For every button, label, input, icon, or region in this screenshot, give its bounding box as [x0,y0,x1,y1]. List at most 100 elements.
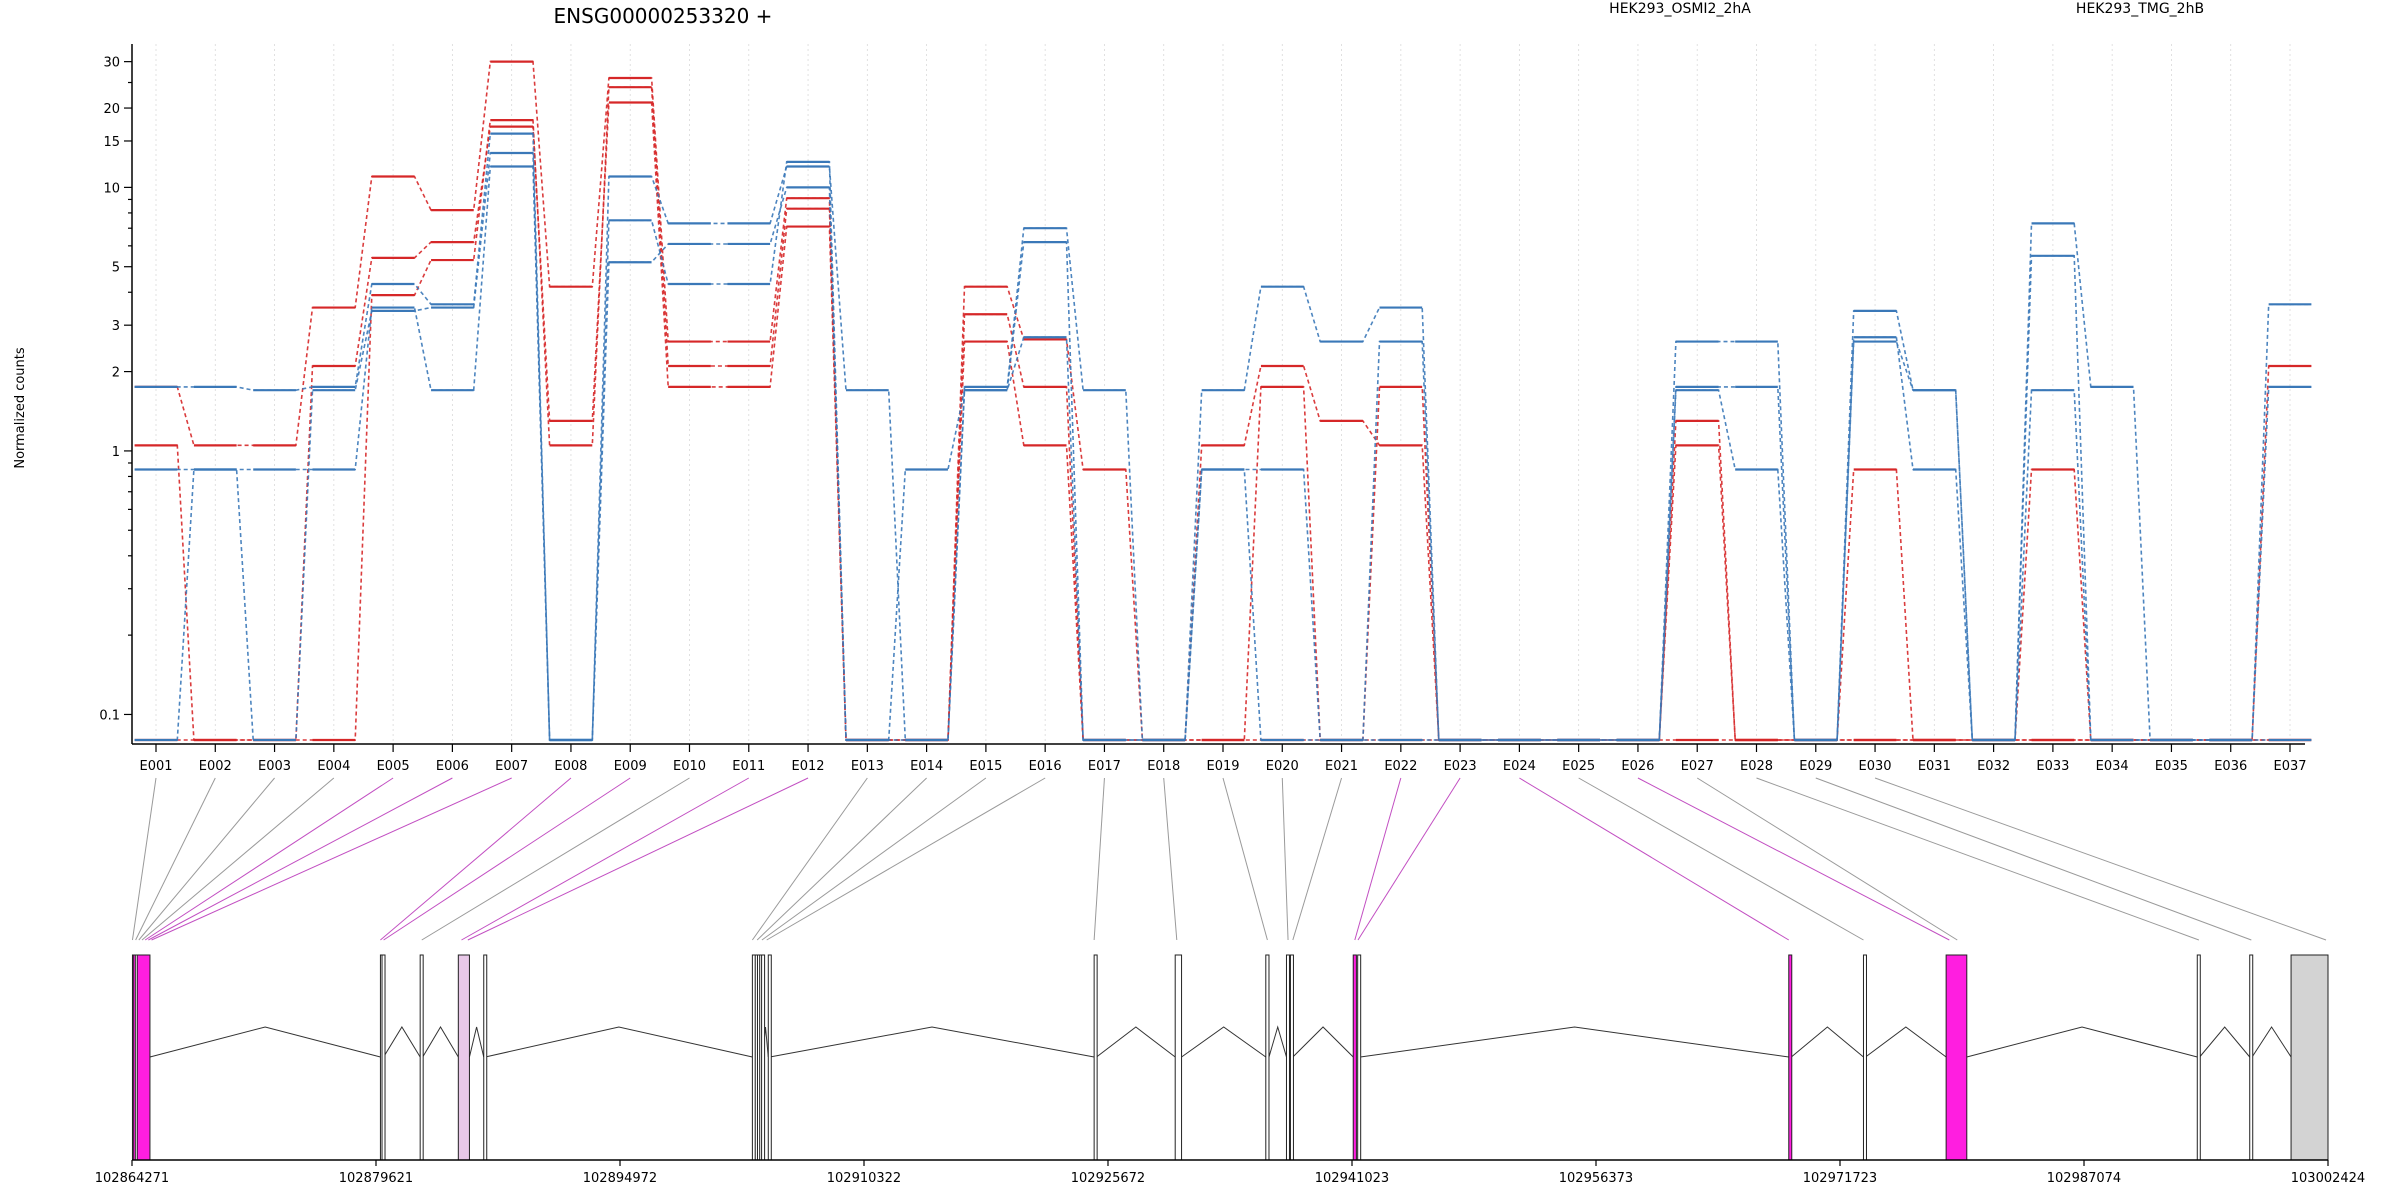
exon-box [767,954,772,1161]
connector-e023 [1357,777,1461,941]
connector-e004 [141,777,335,941]
series-5 [134,165,2312,742]
connector-e013 [751,777,868,941]
x-tick-label: E021 [1325,759,1358,774]
genomic-tick-label: 102894972 [583,1171,657,1186]
connector-e009 [383,777,631,941]
x-tick-label: E006 [436,759,469,774]
connector-e017 [1093,777,1105,941]
exon-box [1945,954,1968,1161]
connector-e018 [1163,777,1178,941]
connector-e001 [131,777,157,941]
x-tick-label: E005 [377,759,410,774]
x-tick-label: E014 [910,759,943,774]
exon-box [1788,954,1793,1161]
x-tick-label: E001 [139,759,172,774]
connector-e021 [1292,777,1343,941]
genomic-tick-label: 102971723 [1803,1171,1877,1186]
x-tick-label: E035 [2155,759,2188,774]
x-tick-label: E003 [258,759,291,774]
y-tick-label: 15 [103,135,120,150]
x-tick-label: E022 [1384,759,1417,774]
x-tick-label: E027 [1681,759,1714,774]
x-tick-label: E031 [1918,759,1951,774]
y-tick-label: 3 [112,319,120,334]
y-tick-label: 10 [103,181,120,196]
series-line [134,165,2312,741]
legend-entry-tmg: HEK293_TMG_2hB [2076,1,2204,17]
x-tick-label: E012 [792,759,825,774]
exon-box [1352,954,1357,1161]
chart-title: ENSG00000253320 + [554,4,773,28]
intron [422,1026,459,1058]
connector-e012 [467,777,809,941]
genomic-tick-label: 102956373 [1559,1171,1633,1186]
exon-box [457,954,470,1161]
connector-e008 [380,777,572,941]
exon-box [1862,954,1867,1161]
intron [1966,1026,2198,1058]
exon-box [483,954,488,1161]
intron [769,1026,1095,1058]
y-tick-label: 5 [112,261,120,276]
x-tick-label: E008 [554,759,587,774]
x-tick-label: E017 [1088,759,1121,774]
connector-e010 [421,777,690,941]
x-tick-label: E004 [317,759,350,774]
x-tick-label: E037 [2273,759,2306,774]
exon-box [1289,954,1294,1161]
x-tick-label: E019 [1206,759,1239,774]
connector-e006 [148,777,453,941]
genomic-coordinate-axis: 102864271 102879621 102894972 102910322 1029… [95,1159,2365,1186]
exon-connectors [131,777,2327,941]
exon-box [1093,954,1098,1161]
y-tick-label: 30 [103,56,120,71]
exon-box [381,954,386,1161]
x-tick-label: E009 [614,759,647,774]
intron [1268,1025,1287,1058]
connector-e015 [761,777,987,941]
exon-axis: E001 E002 E003 E004 E005 E006 E007 E008 E009 E010… [132,743,2307,774]
x-tick-label: E036 [2214,759,2247,774]
exon-box [1174,954,1183,1161]
genomic-tick-label: 102987074 [2047,1171,2121,1186]
intron [1292,1026,1354,1058]
vertical-grid [155,44,2291,744]
exon-box [136,954,151,1161]
intron [1790,1026,1864,1058]
exon-box [1265,954,1270,1161]
gene-model [131,954,2329,1161]
connector-e030 [1874,777,2327,941]
connector-e020 [1281,777,1289,941]
exon-box [761,954,766,1161]
series-6 [134,151,2312,742]
x-tick-label: E011 [732,759,765,774]
genomic-tick-label: 102879621 [339,1171,413,1186]
x-tick-label: E020 [1266,759,1299,774]
x-tick-label: E024 [1503,759,1536,774]
x-tick-label: E010 [673,759,706,774]
connector-e016 [766,777,1046,941]
intron [383,1026,421,1058]
x-tick-label: E030 [1859,759,1892,774]
intron [468,1026,485,1058]
series-layer [134,60,2312,742]
connector-e002 [135,777,216,941]
y-axis: 0.1 1 2 3 5 10 15 20 30 [99,44,133,744]
exon-box [1285,954,1290,1161]
connector-e026 [1637,777,1950,941]
connector-e019 [1222,777,1268,941]
x-tick-label: E023 [1444,759,1477,774]
y-axis-label: Normalized counts [13,347,28,469]
connector-e029 [1815,777,2252,941]
x-tick-label: E033 [2036,759,2069,774]
connector-e011 [461,777,750,941]
intron [1865,1026,1947,1058]
x-tick-label: E028 [1740,759,1773,774]
genomic-tick-label: 102925672 [1071,1171,1145,1186]
connector-e025 [1578,777,1864,941]
y-tick-label: 1 [112,445,120,460]
intron [149,1026,381,1058]
x-tick-label: E013 [851,759,884,774]
